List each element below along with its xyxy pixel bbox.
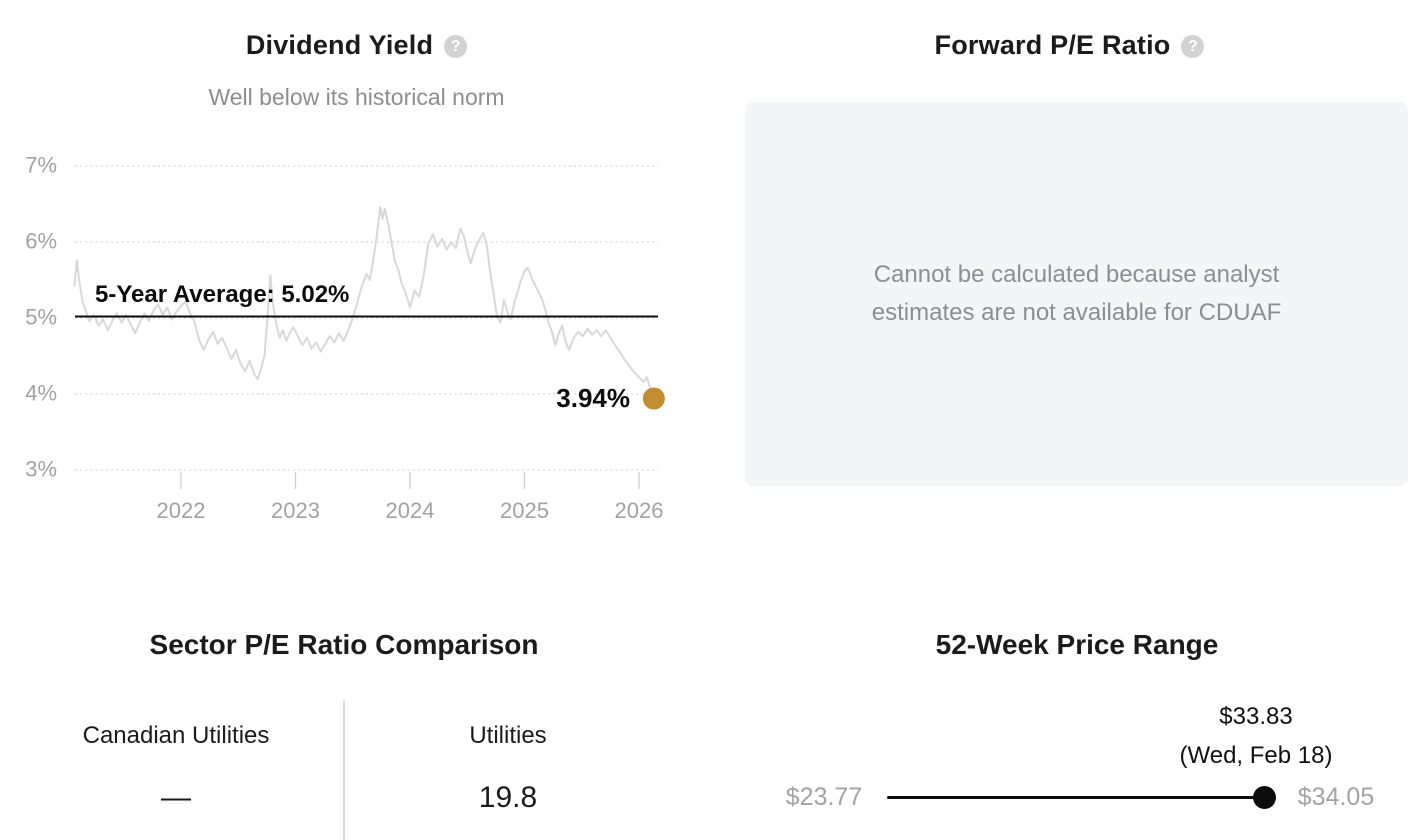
dividend-yield-chart[interactable]: 7% 6% 5% 4% 3% 2022 2023 2024 2025 2026 5-Year A… [0, 140, 713, 540]
current-yield-label: 3.94% [556, 383, 630, 413]
x-tick-label: 2026 [614, 498, 664, 523]
price-range-title: 52-Week Price Range [935, 629, 1219, 660]
x-tick-label: 2025 [500, 498, 549, 523]
question-mark-icon[interactable]: ? [1181, 35, 1205, 58]
dividend-yield-subtitle: Well below its historical norm [208, 84, 505, 110]
y-tick-label: 5% [25, 304, 57, 330]
sector-company-value: — [161, 781, 191, 814]
price-range-track [887, 796, 1264, 799]
x-tick-label: 2024 [385, 498, 435, 523]
sector-industry-value: 19.8 [478, 781, 538, 814]
x-tick-label: 2023 [271, 498, 320, 523]
y-tick-label: 6% [25, 228, 57, 254]
y-tick-label: 3% [25, 456, 57, 482]
dividend-yield-title: Dividend Yield [245, 30, 434, 60]
five-year-average-label: 5-Year Average: 5.02% [95, 281, 350, 308]
forward-pe-empty-state: Cannot be calculated because analyst est… [745, 102, 1408, 486]
dividend-yield-header: Dividend Yield ? [0, 30, 713, 61]
sector-pe-title: Sector P/E Ratio Comparison [149, 629, 539, 660]
forward-pe-header: Forward P/E Ratio ? [713, 30, 1426, 61]
sector-company-label: Canadian Utilities [82, 722, 270, 749]
dividend-yield-chart-svg [73, 165, 665, 489]
sector-industry-label: Utilities [469, 722, 547, 749]
y-tick-label: 7% [25, 152, 57, 178]
range-low-label: $23.77 [785, 783, 863, 811]
current-price-dot[interactable] [1253, 786, 1276, 809]
forward-pe-message: Cannot be calculated because analyst est… [871, 260, 1282, 326]
x-tick-label: 2022 [156, 498, 206, 523]
current-price-date: (Wed, Feb 18) [1179, 742, 1333, 769]
y-tick-label: 4% [25, 380, 57, 406]
question-mark-icon[interactable]: ? [444, 35, 468, 58]
range-high-label: $34.05 [1297, 783, 1375, 811]
forward-pe-title: Forward P/E Ratio [934, 30, 1171, 60]
current-price-label: $33.83 [1219, 703, 1293, 730]
sector-divider [343, 700, 345, 840]
